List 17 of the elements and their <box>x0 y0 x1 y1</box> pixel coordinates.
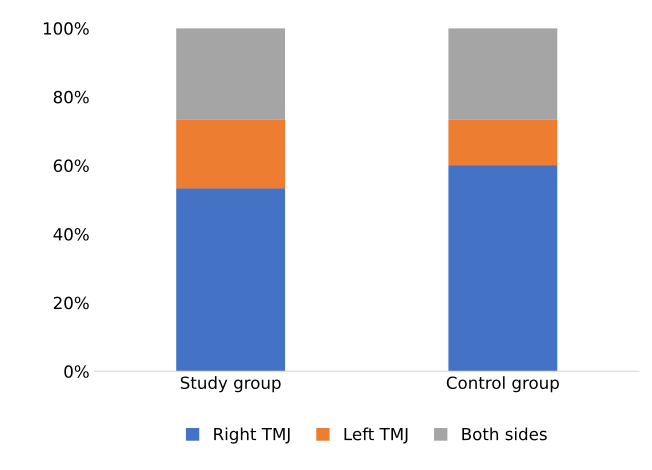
bar <box>176 28 286 120</box>
bar <box>448 28 558 120</box>
y-tick-label: 20% <box>54 296 89 310</box>
bar <box>176 188 286 372</box>
x-tick-label: Study group <box>180 376 281 392</box>
bar <box>448 165 558 372</box>
legend-label: Right TMJ <box>214 427 290 444</box>
legend-label: Both sides <box>462 427 547 440</box>
y-tick-label: 80% <box>54 90 89 104</box>
y-tick-label: 60% <box>54 159 89 172</box>
legend-label: Left TMJ <box>344 427 408 444</box>
y-tick-label: 0% <box>64 365 89 378</box>
y-tick-label: 40% <box>53 228 89 241</box>
x-tick-label: Control group <box>446 376 559 392</box>
bar <box>176 120 286 188</box>
y-tick-label: 100% <box>44 22 89 35</box>
bar <box>448 120 558 166</box>
